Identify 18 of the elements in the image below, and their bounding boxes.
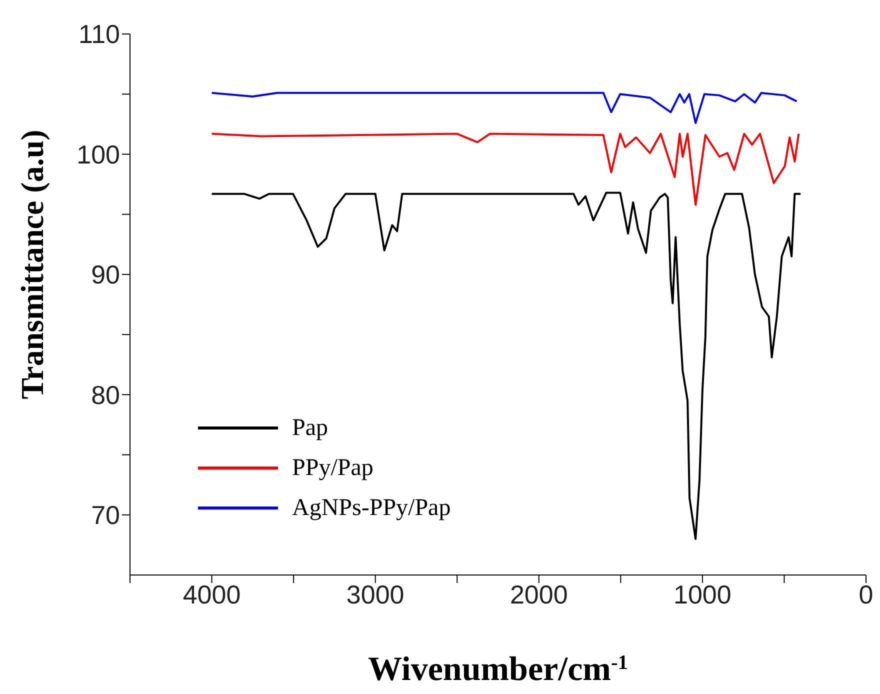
y-tick-label: 80 — [91, 380, 120, 410]
x-tick-label: 0 — [858, 579, 874, 610]
x-tick-label: 3000 — [346, 579, 404, 610]
x-tick-label: 1000 — [674, 579, 732, 610]
x-tick-label: 4000 — [182, 579, 241, 610]
legend-label: AgNPs-PPy/Pap — [292, 494, 451, 522]
y-tick-label: 70 — [91, 500, 120, 530]
line-series — [210, 132, 800, 206]
legend-label: PPy/Pap — [292, 454, 374, 482]
y-tick-label: 110 — [78, 19, 120, 50]
y-axis-title: Transmittance (a.u) — [14, 130, 50, 400]
line-series — [210, 192, 802, 540]
legend-label: Pap — [292, 414, 328, 442]
x-axis-title: Wivenumber/cm$^{-1}$ — [368, 651, 628, 688]
x-tick-label: 2000 — [510, 579, 568, 610]
line-series — [210, 92, 798, 124]
y-tick-label: 90 — [91, 260, 120, 290]
y-tick-label: 100 — [76, 139, 120, 170]
